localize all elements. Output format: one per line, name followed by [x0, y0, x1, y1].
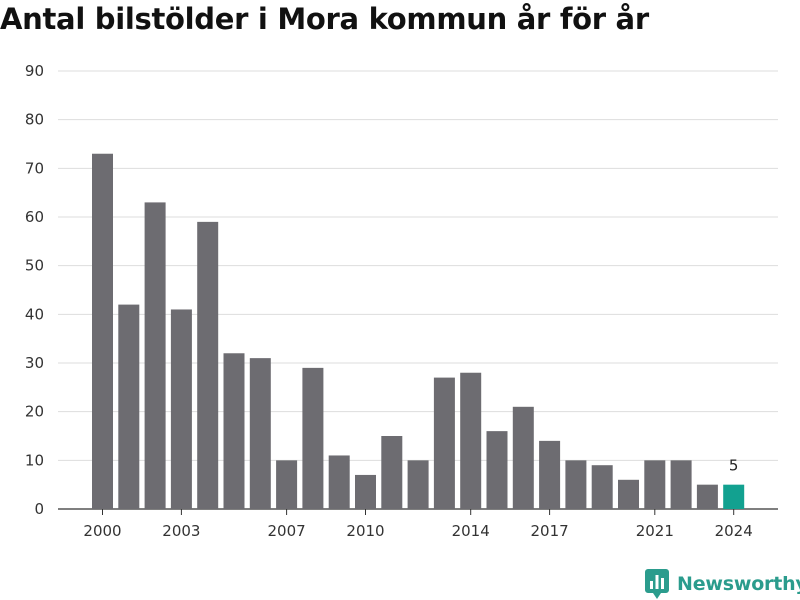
y-tick-label: 50	[25, 257, 44, 275]
bar-2023	[696, 484, 718, 509]
x-tick-label: 2003	[162, 522, 200, 540]
y-tick-label: 80	[25, 111, 44, 129]
x-tick-label: 2000	[83, 522, 121, 540]
y-tick-label: 20	[25, 403, 44, 421]
y-tick-label: 10	[25, 451, 44, 469]
bar-2015	[486, 431, 508, 509]
bar-2010	[355, 474, 376, 509]
newsworthy-logo: Newsworthy	[645, 569, 800, 599]
y-tick-label: 0	[34, 500, 44, 518]
y-tick-label: 70	[25, 159, 44, 177]
y-tick-label: 90	[25, 62, 44, 80]
y-tick-label: 30	[25, 354, 44, 372]
bar-2005	[223, 353, 245, 509]
bar-2007	[276, 460, 298, 509]
data-label: 5	[729, 457, 739, 475]
bar-2011	[381, 436, 403, 509]
logo-text: Newsworthy	[677, 573, 800, 595]
x-tick-label: 2010	[346, 522, 384, 540]
bar-2002	[144, 202, 166, 509]
bar-2019	[591, 465, 613, 509]
bar-2024	[723, 484, 745, 509]
bar-2021	[644, 460, 666, 509]
bar-2000	[92, 153, 113, 509]
x-tick-label: 2014	[452, 522, 490, 540]
y-tick-label: 40	[25, 305, 44, 323]
bar-2012	[407, 460, 429, 509]
bar-2020	[618, 479, 639, 509]
y-axis-ticks: 0 10 20 30 40 50 60 70 80 90	[25, 62, 44, 518]
bar-chart-speech-bubble-icon	[645, 569, 669, 599]
bar-2001	[118, 304, 140, 509]
x-tick-label: 2017	[531, 522, 569, 540]
bar-2017	[539, 440, 561, 509]
bar-2006	[249, 358, 271, 509]
x-axis-ticks: 2000 2003 2007 2010 2014 2017 2021 2024	[83, 509, 753, 540]
bar-2018	[565, 460, 587, 509]
bars	[92, 153, 745, 509]
bar-2004	[197, 221, 219, 509]
x-tick-label: 2024	[715, 522, 753, 540]
data-labels: 5	[729, 457, 739, 475]
bar-2022	[670, 460, 692, 509]
bar-2016	[512, 406, 534, 509]
x-tick-label: 2021	[636, 522, 674, 540]
y-tick-label: 60	[25, 208, 44, 226]
bar-2013	[433, 377, 455, 509]
bar-2008	[302, 367, 324, 509]
bar-2009	[328, 455, 350, 509]
bar-2003	[170, 309, 192, 509]
x-tick-label: 2007	[268, 522, 306, 540]
grid-lines	[58, 70, 778, 510]
bar-2014	[460, 372, 482, 509]
chart-title: Antal bilstölder i Mora kommun år för år	[0, 2, 649, 36]
